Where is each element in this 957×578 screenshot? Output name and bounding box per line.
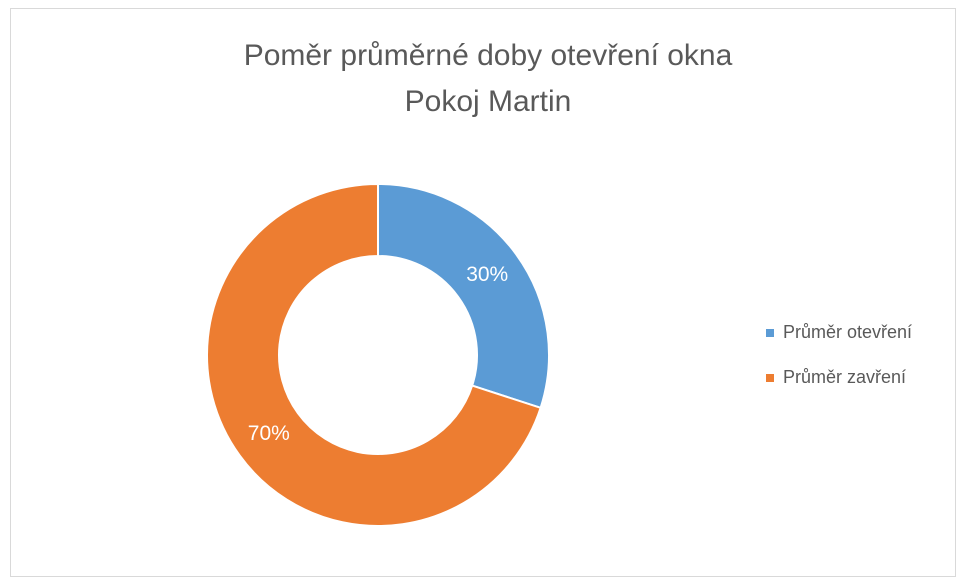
legend-label: Průměr zavření [783, 367, 906, 387]
legend-label: Průměr otevření [783, 322, 912, 342]
donut-slice [206, 182, 542, 527]
chart-title: Poměr průměrné doby otevření okna [244, 39, 733, 72]
chart-title: Pokoj Martin [405, 85, 572, 118]
legend-swatch [766, 329, 774, 337]
data-label: 30% [466, 263, 508, 286]
data-label: 70% [248, 422, 290, 445]
donut-slice [377, 182, 550, 410]
legend-swatch [766, 374, 774, 382]
